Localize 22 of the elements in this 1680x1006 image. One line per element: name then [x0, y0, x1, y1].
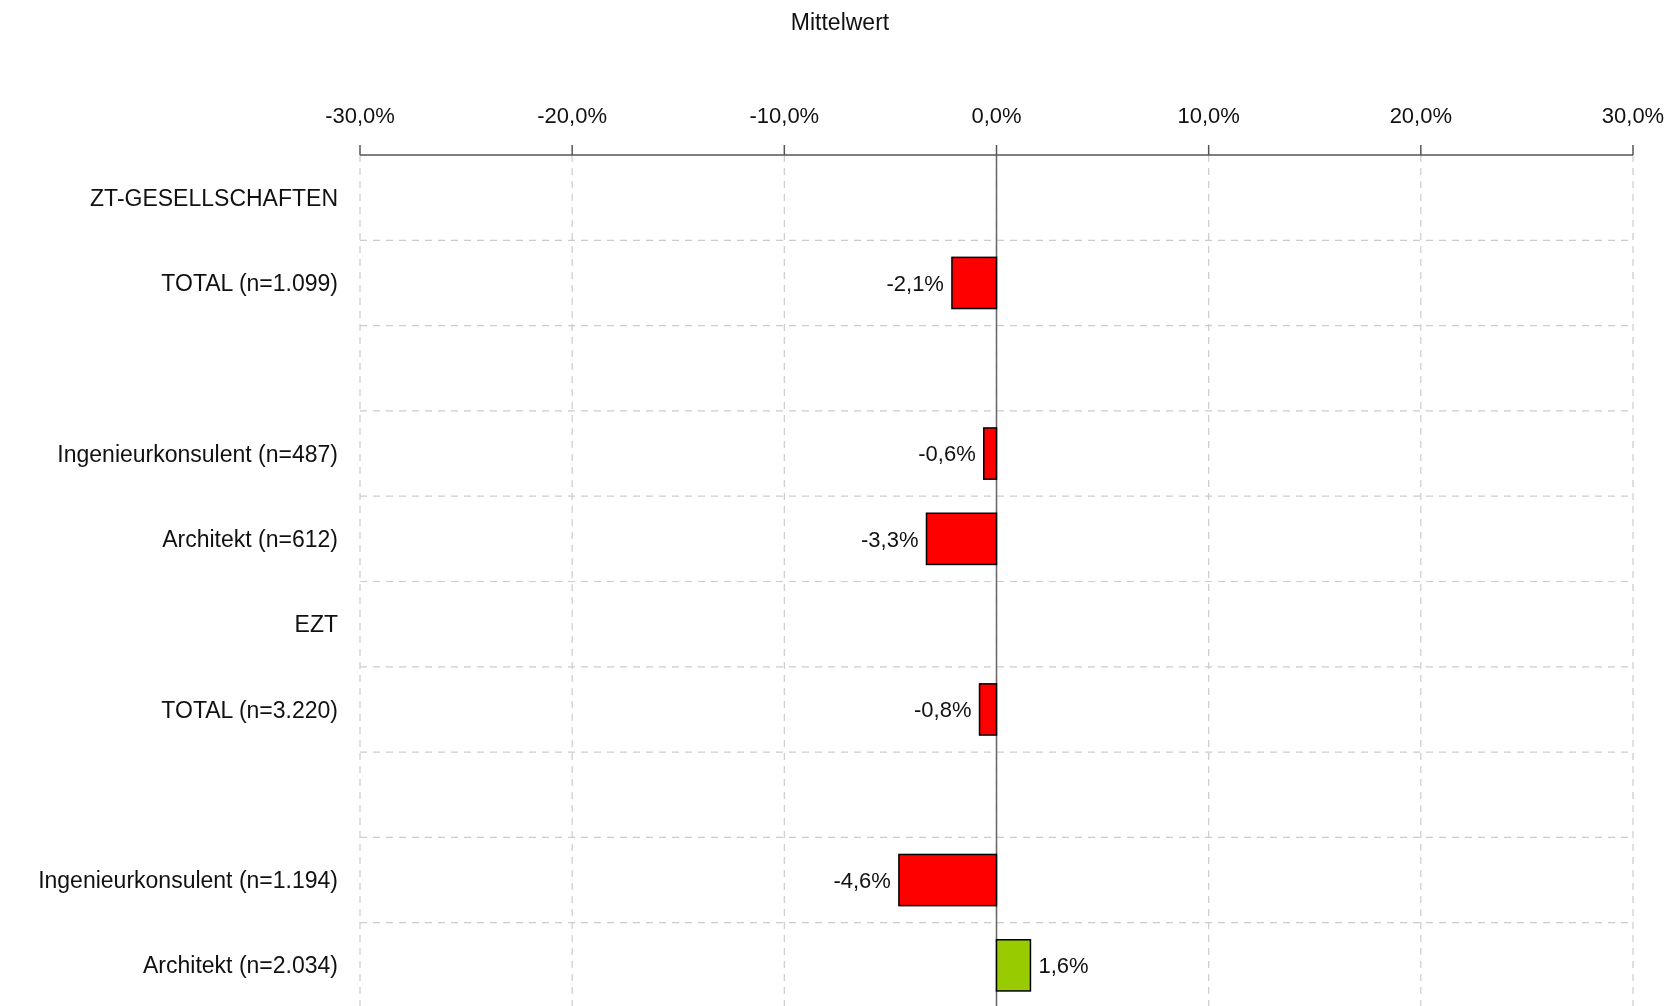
x-tick-label: -30,0% — [325, 103, 395, 128]
x-tick-label: 10,0% — [1177, 103, 1240, 128]
y-tick-label: Architekt (n=2.034) — [143, 952, 338, 979]
y-tick-label: TOTAL (n=3.220) — [161, 696, 338, 723]
y-tick-label: Ingenieurkonsulent (n=487) — [57, 440, 338, 467]
y-tick-label: EZT — [294, 611, 338, 638]
x-tick-label: -10,0% — [749, 103, 820, 128]
x-tick-label: 30,0% — [1601, 103, 1665, 128]
x-tick-label: 20,0% — [1389, 103, 1453, 128]
y-tick-label: Architekt (n=612) — [162, 525, 338, 552]
data-label: -3,3% — [861, 526, 919, 552]
y-tick-label: TOTAL (n=1.099) — [161, 270, 338, 296]
y-tick-label: ZT-GESELLSCHAFTEN — [90, 184, 338, 211]
data-label: -2,1% — [886, 270, 944, 296]
data-label: -0,6% — [918, 441, 976, 467]
data-label: -4,6% — [833, 867, 891, 893]
x-tick-label: -20,0% — [537, 103, 608, 128]
data-label: 1,6% — [1038, 953, 1089, 979]
data-label: -0,8% — [914, 697, 972, 723]
chart-title: Mittelwert — [790, 9, 890, 35]
x-tick-label: 0,0% — [971, 103, 1022, 128]
y-tick-label: Ingenieurkonsulent (n=1.194) — [38, 867, 338, 894]
